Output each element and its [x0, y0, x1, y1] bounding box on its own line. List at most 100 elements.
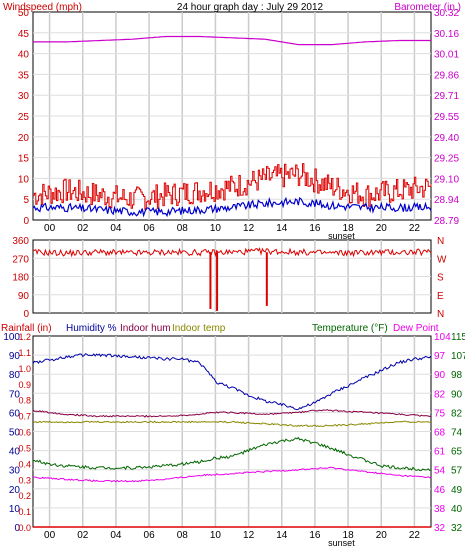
temperature-tick-label-inner: 75: [434, 408, 446, 419]
y-tick-label-left: 180: [12, 273, 29, 284]
temperature-tick-label-inner: 32: [434, 523, 446, 534]
rain-tick-label: 0.3: [18, 475, 31, 485]
x-tick-label: 06: [144, 530, 156, 541]
humidity-tick-label: 30: [9, 466, 21, 477]
x-tick-label: 20: [376, 223, 388, 234]
temperature-tick-label-outer: 98: [451, 370, 463, 381]
indoor-temp-label: Indoor temp: [172, 323, 226, 334]
x-tick-label: 22: [409, 223, 421, 234]
temperature-tick-label-inner: 38: [434, 504, 446, 515]
temperature-tick-label-outer: 40: [451, 504, 463, 515]
temperature-tick-label-outer: 32: [451, 523, 463, 534]
y-tick-label-left: 20: [18, 133, 30, 144]
y-tick-label-left: 25: [18, 112, 30, 123]
humidity-line: [32, 353, 432, 411]
dew-point-label: Dew Point: [393, 323, 439, 334]
temperature-tick-label-outer: 115: [451, 332, 465, 343]
y-tick-label-left: 50: [18, 8, 30, 19]
x-axis-note: sunset: [328, 538, 355, 548]
humidity-tick-label: 100: [3, 332, 20, 343]
humidity-label: Humidity %: [66, 323, 117, 334]
y-tick-label-right: 29.71: [434, 91, 459, 102]
temperature-tick-label-inner: 54: [434, 466, 446, 477]
compass-label: S: [437, 273, 444, 284]
temperature-tick-label-inner: 90: [434, 370, 446, 381]
y-tick-label-left: 15: [18, 154, 30, 165]
temperature-tick-label-outer: 90: [451, 389, 463, 400]
rain-tick-label: 0.2: [18, 491, 31, 501]
x-tick-label: 10: [210, 530, 222, 541]
y-tick-label-left: 360: [12, 236, 29, 247]
rainfall-label: Rainfall (in): [1, 323, 52, 334]
y-tick-label-right: 28.79: [434, 216, 459, 227]
temperature-tick-label-inner: 46: [434, 485, 446, 496]
x-tick-label: 16: [309, 530, 321, 541]
y-tick-label-left: 35: [18, 70, 30, 81]
temperature-tick-label-outer: 57: [451, 466, 463, 477]
rain-tick-label: 1.0: [18, 364, 31, 374]
x-tick-label: 00: [44, 530, 56, 541]
y-tick-label-right: 29.10: [434, 174, 459, 185]
compass-label: W: [437, 254, 447, 265]
wind-average-line: [32, 196, 432, 218]
humidity-tick-label: 70: [9, 389, 21, 400]
y-tick-label-left: 0: [23, 216, 29, 227]
y-tick-label-left: 45: [18, 29, 30, 40]
compass-label: N: [437, 236, 444, 247]
temperature-tick-label-outer: 49: [451, 485, 463, 496]
y-tick-label-left: 90: [18, 291, 30, 302]
y-tick-label-right: 30.16: [434, 29, 459, 40]
y-tick-label-left: 5: [23, 195, 29, 206]
temperature-line: [32, 436, 432, 472]
barometer-line: [33, 35, 431, 46]
rain-tick-label: 0.4: [18, 459, 31, 469]
compass-label: N: [437, 309, 444, 320]
y-tick-label-left: 30: [18, 91, 30, 102]
x-tick-label: 16: [309, 223, 321, 234]
humidity-tick-label: 80: [9, 370, 21, 381]
compass-label: E: [437, 291, 444, 302]
y-tick-label-right: 30.32: [434, 8, 459, 19]
y-tick-label-left: 40: [18, 50, 30, 61]
dew-point-line: [32, 466, 432, 483]
y-tick-label-right: 29.86: [434, 70, 459, 81]
temperature-tick-label-outer: 82: [451, 408, 463, 419]
y-tick-label-right: 29.55: [434, 112, 459, 123]
x-tick-label: 00: [44, 223, 56, 234]
x-tick-label: 06: [144, 223, 156, 234]
rain-tick-label: 0.6: [18, 428, 31, 438]
y-axis-title-right: Barometer (in.): [394, 2, 461, 13]
temperature-tick-label-inner: 82: [434, 389, 446, 400]
x-tick-label: 12: [243, 530, 255, 541]
y-tick-label-right: 29.40: [434, 133, 459, 144]
temperature-tick-label-outer: 74: [451, 428, 463, 439]
y-tick-label-right: 29.25: [434, 154, 459, 165]
y-tick-label-right: 30.01: [434, 50, 459, 61]
x-tick-label: 10: [210, 223, 222, 234]
y-axis-title-left: Windspeed (mph): [3, 2, 82, 13]
humidity-tick-label: 10: [9, 504, 21, 515]
humidity-tick-label: 40: [9, 447, 21, 458]
rain-tick-label: 0.5: [18, 443, 31, 453]
humidity-tick-label: 0: [14, 523, 20, 534]
indoor-humidity-line: [32, 409, 432, 418]
chart-title: 24 hour graph day : July 29 2012: [177, 2, 324, 13]
rain-tick-label: 0.9: [18, 380, 31, 390]
humidity-tick-label: 20: [9, 485, 21, 496]
y-tick-label-left: 10: [18, 174, 30, 185]
rain-tick-label: 0.1: [18, 507, 31, 517]
x-tick-label: 14: [276, 223, 288, 234]
rain-tick-label: 1.1: [18, 348, 31, 358]
x-tick-label: 20: [376, 530, 388, 541]
humidity-tick-label: 90: [9, 351, 21, 362]
x-tick-label: 02: [77, 530, 89, 541]
x-tick-label: 02: [77, 223, 89, 234]
x-tick-label: 04: [110, 223, 122, 234]
rain-tick-label: 1.2: [18, 332, 31, 342]
x-tick-label: 14: [276, 530, 288, 541]
temperature-tick-label-inner: 97: [434, 351, 446, 362]
x-tick-label: 18: [343, 223, 355, 234]
x-tick-label: 08: [177, 223, 189, 234]
x-tick-label: 04: [110, 530, 122, 541]
